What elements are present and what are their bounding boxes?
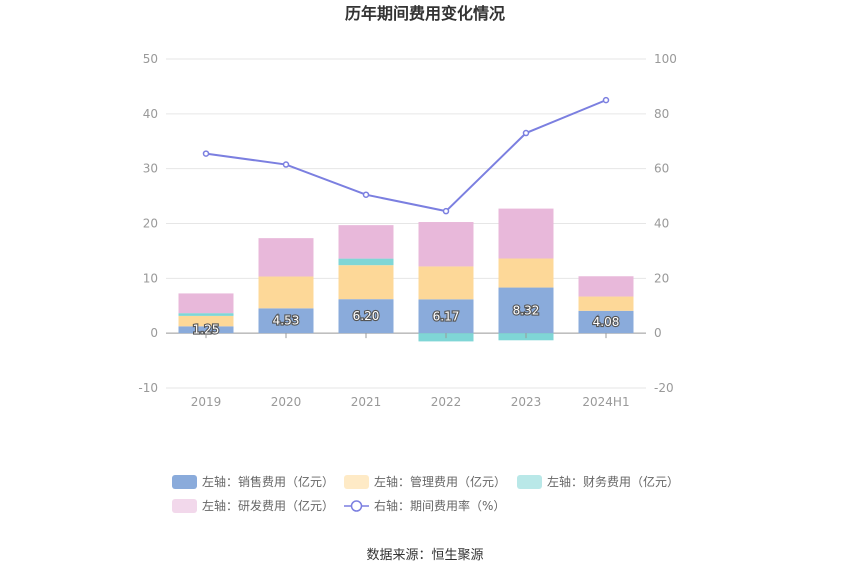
bar-s0-4 <box>498 287 554 334</box>
legend-swatch-1 <box>344 475 369 489</box>
bar-s1-4 <box>498 258 554 288</box>
bar-s0-5 <box>578 310 634 334</box>
legend-swatch-3 <box>172 499 197 513</box>
data-label-1: 4.53 <box>273 314 300 328</box>
x-tick-label-0: 2019 <box>191 395 222 409</box>
legend-label-0: 左轴：销售费用（亿元） <box>202 474 334 489</box>
data-label-3: 6.17 <box>433 309 460 323</box>
line-point-5 <box>602 96 610 104</box>
legend-marker-4 <box>350 500 363 512</box>
right-tick-label-0: -20 <box>654 381 674 395</box>
bar-s2-2 <box>338 258 394 266</box>
legend-swatch-2 <box>517 475 542 489</box>
right-tick-label-6: 100 <box>654 52 677 66</box>
right-tick-label-2: 20 <box>654 271 669 285</box>
line-point-3 <box>442 207 450 215</box>
x-tick-label-1: 2020 <box>271 395 302 409</box>
bar-s0-0 <box>178 326 234 334</box>
chart-title: 历年期间费用变化情况 <box>345 4 505 23</box>
bar-s3-4 <box>498 208 554 259</box>
line-point-0 <box>202 150 210 157</box>
right-axis-ticks: -20 0 20 40 60 80 100 <box>654 52 677 395</box>
left-tick-label-0: -10 <box>138 381 158 395</box>
left-tick-label-3: 20 <box>143 217 158 231</box>
right-tick-label-3: 40 <box>654 217 669 231</box>
data-label-5: 4.08 <box>593 315 620 329</box>
right-tick-label-1: 0 <box>654 326 662 340</box>
source-note: 数据来源：恒生聚源 <box>366 548 483 563</box>
x-tick-label-5: 2024H1 <box>582 395 629 409</box>
x-tick-label-2: 2021 <box>351 395 382 409</box>
x-tick-label-4: 2023 <box>511 395 542 409</box>
bar-s3-1 <box>258 238 314 277</box>
left-tick-label-6: 50 <box>143 52 158 66</box>
bar-s1-2 <box>338 265 394 300</box>
x-axis-ticks: 2019 2020 2021 2022 2023 2024H1 <box>191 333 630 409</box>
bar-s3-0 <box>178 293 234 314</box>
bar-s1-1 <box>258 276 314 309</box>
data-label-2: 6.20 <box>353 309 380 323</box>
right-tick-label-5: 80 <box>654 107 669 121</box>
bar-s1-0 <box>178 315 234 327</box>
expense-rate-line <box>202 96 610 215</box>
right-tick-label-4: 60 <box>654 162 669 176</box>
legend-swatch-0 <box>172 475 197 489</box>
data-label-4: 8.32 <box>513 303 540 317</box>
left-axis-ticks: -10 0 10 20 30 40 50 <box>138 52 158 395</box>
left-tick-label-5: 40 <box>143 107 158 121</box>
bar-s3-3 <box>418 222 474 267</box>
bar-s1-5 <box>578 296 634 311</box>
bar-s0-1 <box>258 308 314 334</box>
legend-label-4: 右轴：期间费用率（%） <box>374 498 505 513</box>
grid-lines <box>166 58 646 389</box>
line-point-4 <box>522 129 530 137</box>
x-tick-label-3: 2022 <box>431 395 462 409</box>
bars: 1.25 4.53 6.20 6.17 8.32 4.08 <box>178 208 634 342</box>
left-tick-label-4: 30 <box>143 162 158 176</box>
legend-label-1: 左轴：管理费用（亿元） <box>374 474 506 489</box>
bar-s0-3 <box>418 299 474 334</box>
legend-label-2: 左轴：财务费用（亿元） <box>547 474 679 489</box>
left-tick-label-2: 10 <box>143 271 158 285</box>
bar-s2-0 <box>178 313 234 316</box>
line-point-2 <box>362 191 370 198</box>
bar-s3-2 <box>338 225 394 259</box>
line-path <box>205 99 607 213</box>
left-tick-label-1: 0 <box>150 326 158 340</box>
legend-label-3: 左轴：研发费用（亿元） <box>202 498 334 513</box>
line-point-1 <box>282 161 290 168</box>
bar-s0-2 <box>338 299 394 334</box>
bar-s3-5 <box>578 276 634 297</box>
data-label-0: 1.25 <box>193 323 220 337</box>
legend[interactable]: 左轴：销售费用（亿元） 左轴：管理费用（亿元） 左轴：财务费用（亿元） 左轴：研发费用… <box>172 474 679 513</box>
bar-s1-3 <box>418 266 474 300</box>
